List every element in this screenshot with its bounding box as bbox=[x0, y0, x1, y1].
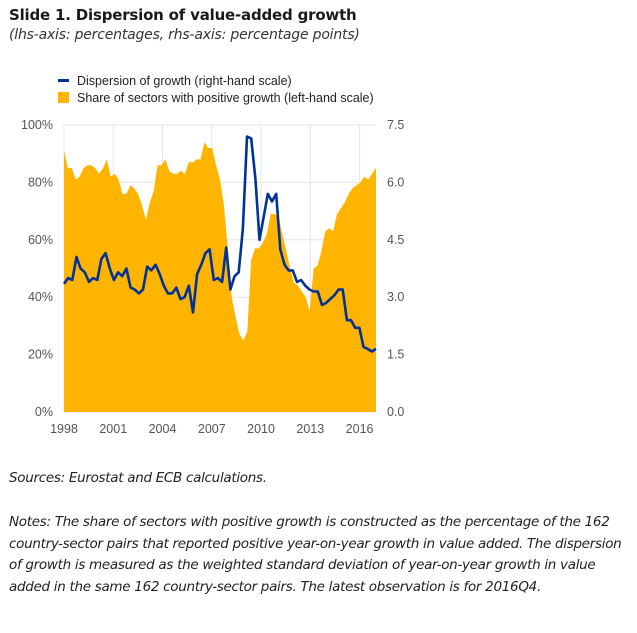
legend-label-share: Share of sectors with positive growth (l… bbox=[77, 90, 374, 105]
y-axis-right: 0.0 1.5 3.0 4.5 6.0 7.5 bbox=[387, 118, 404, 419]
y-tick-left: 20% bbox=[28, 348, 53, 362]
chart-subtitle: (lhs-axis: percentages, rhs-axis: percen… bbox=[9, 27, 360, 43]
y-tick-right: 1.5 bbox=[387, 348, 404, 362]
legend-item-share: Share of sectors with positive growth (l… bbox=[58, 89, 374, 106]
x-tick: 1998 bbox=[50, 422, 78, 436]
y-tick-left: 100% bbox=[21, 118, 53, 132]
x-tick: 2007 bbox=[198, 422, 226, 436]
area-series-layer bbox=[64, 142, 376, 412]
legend-line-swatch bbox=[58, 79, 69, 82]
line-series-layer bbox=[62, 135, 377, 353]
x-tick: 2004 bbox=[149, 422, 177, 436]
sources-note: Sources: Eurostat and ECB calculations. bbox=[9, 470, 267, 486]
y-tick-right: 7.5 bbox=[387, 118, 404, 132]
y-tick-left: 40% bbox=[28, 290, 53, 304]
line-dispersion-growth bbox=[62, 135, 377, 353]
x-axis: 1998 2001 2004 2007 2010 2013 2016 bbox=[50, 422, 373, 436]
y-tick-right: 0.0 bbox=[387, 405, 404, 419]
y-tick-left: 0% bbox=[35, 405, 53, 419]
y-tick-right: 3.0 bbox=[387, 290, 404, 304]
legend-area-swatch bbox=[58, 92, 69, 103]
y-tick-left: 60% bbox=[28, 233, 53, 247]
x-tick: 2010 bbox=[247, 422, 275, 436]
chart-plot: 0% 20% 40% 60% 80% 100% 0.0 1.5 3.0 4.5 6.0 7.5 19… bbox=[21, 118, 404, 436]
legend-label-dispersion: Dispersion of growth (right-hand scale) bbox=[77, 73, 292, 88]
y-tick-left: 80% bbox=[28, 175, 53, 189]
y-tick-right: 6.0 bbox=[387, 175, 404, 189]
legend-item-dispersion: Dispersion of growth (right-hand scale) bbox=[58, 72, 374, 89]
y-tick-right: 4.5 bbox=[387, 233, 404, 247]
chart-title: Slide 1. Dispersion of value-added growt… bbox=[9, 6, 357, 24]
x-tick: 2013 bbox=[296, 422, 324, 436]
area-share-positive-growth bbox=[64, 142, 376, 412]
y-axis-left: 0% 20% 40% 60% 80% 100% bbox=[21, 118, 53, 419]
x-tick: 2016 bbox=[346, 422, 374, 436]
x-tick: 2001 bbox=[99, 422, 127, 436]
legend: Dispersion of growth (right-hand scale) … bbox=[58, 72, 374, 106]
notes-text: Notes: The share of sectors with positiv… bbox=[9, 514, 622, 595]
